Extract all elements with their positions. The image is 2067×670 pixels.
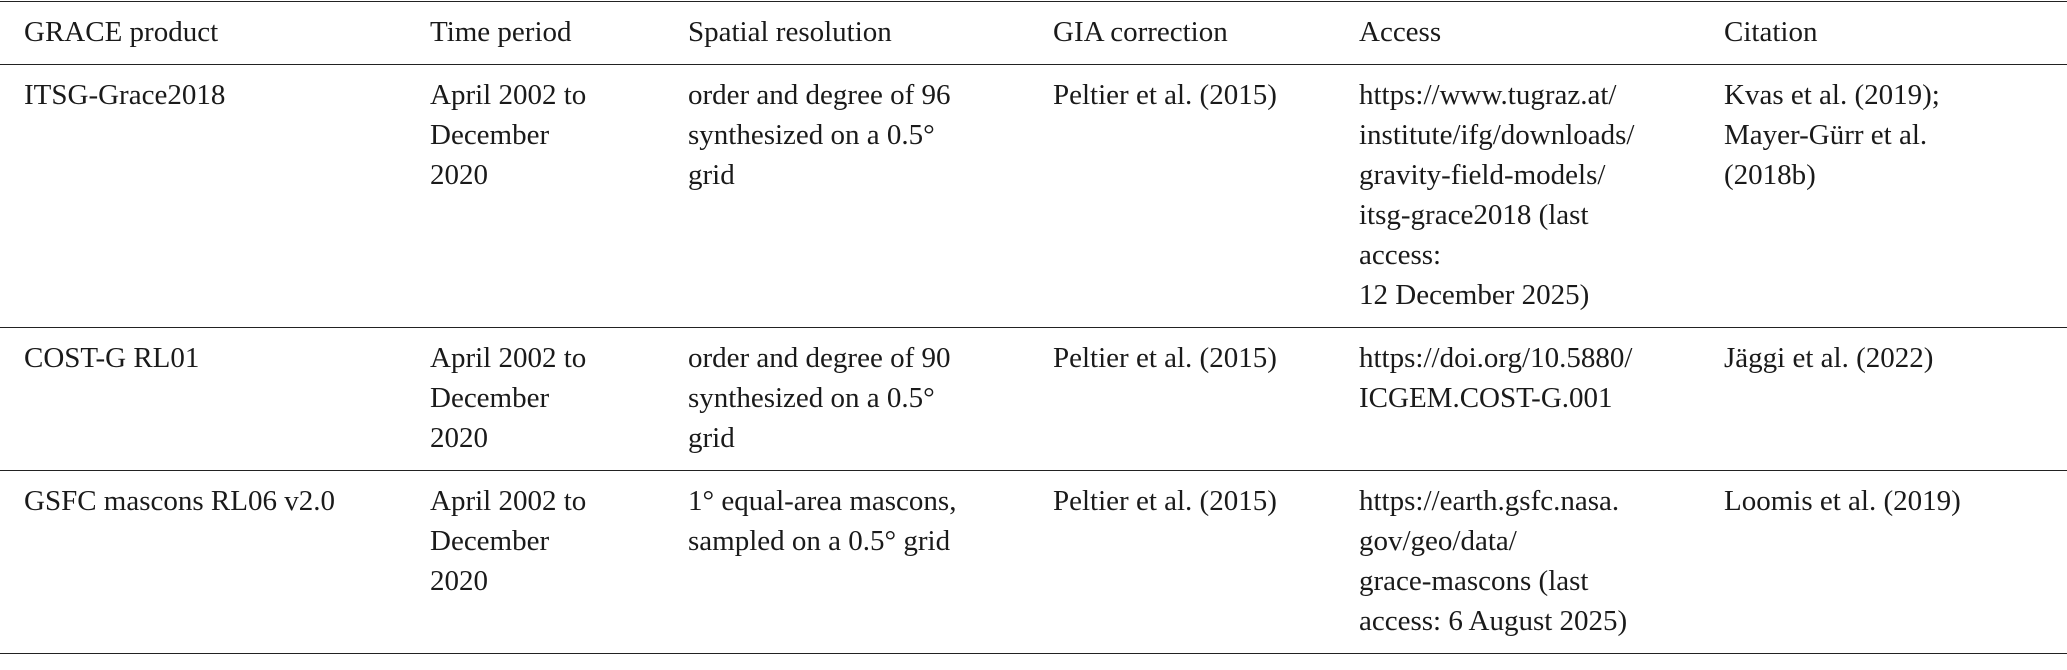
cell-line: access:	[1359, 239, 1442, 271]
table-cell: Kvas et al. (2019); Mayer-Gürr et al. (201…	[1724, 64, 2067, 328]
cell-line: ITSG-Grace2018	[24, 79, 226, 111]
cell-line: https://doi.org/10.5880/	[1359, 342, 1633, 374]
cell-line: 2020	[430, 565, 488, 597]
table-cell: https://www.tugraz.at/institute/ifg/down…	[1359, 64, 1724, 328]
data-table: GRACE product Time period Spatial resoluti…	[0, 1, 2067, 654]
cell-line: Mayer-Gürr et al.	[1724, 119, 1928, 151]
cell-line: 1° equal-area mascons,	[688, 485, 957, 517]
cell-line: grid	[688, 159, 735, 191]
table-row: COST-G RL01 April 2002 to December 2020 orde…	[0, 327, 2067, 471]
cell-line: Peltier et al. (2015)	[1053, 485, 1277, 517]
cell-line: 12 December 2025)	[1359, 279, 1590, 311]
cell-line: Loomis et al. (2019)	[1724, 485, 1961, 517]
cell-line: gravity-field-models/	[1359, 159, 1606, 191]
table-cell: Jäggi et al. (2022)	[1724, 327, 2067, 471]
cell-line: December	[430, 119, 550, 151]
header-cell: Time period	[430, 1, 688, 65]
cell-line: December	[430, 525, 550, 557]
cell-line: 2020	[430, 159, 488, 191]
cell-line: April 2002 to	[430, 342, 587, 374]
cell-line: (2018b)	[1724, 159, 1816, 191]
header-cell: Access	[1359, 1, 1724, 65]
cell-line: Jäggi et al. (2022)	[1724, 342, 1934, 374]
cell-line: December	[430, 382, 550, 414]
cell-line: https://www.tugraz.at/	[1359, 79, 1617, 111]
table-cell: Peltier et al. (2015)	[1053, 327, 1359, 471]
cell-line: Kvas et al. (2019);	[1724, 79, 1940, 111]
table-cell: order and degree of 96 synthesized on a 0…	[688, 64, 1053, 328]
cell-line: Peltier et al. (2015)	[1053, 342, 1277, 374]
cell-line: synthesized on a 0.5°	[688, 119, 935, 151]
cell-line: gov/geo/data/	[1359, 525, 1517, 557]
header-cell: Spatial resolution	[688, 1, 1053, 65]
cell-line: https://earth.gsfc.nasa.	[1359, 485, 1620, 517]
table-cell: https://doi.org/10.5880/ICGEM.COST-G.001	[1359, 327, 1724, 471]
table-cell: order and degree of 90 synthesized on a 0…	[688, 327, 1053, 471]
table-cell: https://earth.gsfc.nasa. gov/geo/data/gra…	[1359, 470, 1724, 654]
table-row: GSFC mascons RL06 v2.0 April 2002 to Decem…	[0, 470, 2067, 654]
cell-line: access: 6 August 2025)	[1359, 605, 1628, 637]
header-cell: Citation	[1724, 1, 2067, 65]
table-cell: 1° equal-area mascons, sampled on a 0.5° …	[688, 470, 1053, 654]
table-cell: Loomis et al. (2019)	[1724, 470, 2067, 654]
table-row: ITSG-Grace2018 April 2002 to December 2020 o…	[0, 64, 2067, 328]
cell-line: order and degree of 90	[688, 342, 951, 374]
table-cell: Peltier et al. (2015)	[1053, 64, 1359, 328]
table-cell: GSFC mascons RL06 v2.0	[0, 470, 430, 654]
table-cell: COST-G RL01	[0, 327, 430, 471]
cell-line: Peltier et al. (2015)	[1053, 79, 1277, 111]
table-cell: ITSG-Grace2018	[0, 64, 430, 328]
table-cell: April 2002 to December 2020	[430, 327, 688, 471]
table-cell: Peltier et al. (2015)	[1053, 470, 1359, 654]
cell-line: synthesized on a 0.5°	[688, 382, 935, 414]
cell-line: institute/ifg/downloads/	[1359, 119, 1635, 151]
cell-line: order and degree of 96	[688, 79, 951, 111]
cell-line: April 2002 to	[430, 485, 587, 517]
cell-line: ICGEM.COST-G.001	[1359, 382, 1613, 414]
cell-line: grace-mascons (last	[1359, 565, 1589, 597]
cell-line: 2020	[430, 422, 488, 454]
header-cell: GRACE product	[0, 1, 430, 65]
cell-line: grid	[688, 422, 735, 454]
cell-line: COST-G RL01	[24, 342, 200, 374]
table-body: ITSG-Grace2018 April 2002 to December 2020 o…	[0, 64, 2067, 654]
cell-line: GSFC mascons RL06 v2.0	[24, 485, 335, 517]
header-cell: GIA correction	[1053, 1, 1359, 65]
table-cell: April 2002 to December 2020	[430, 64, 688, 328]
cell-line: April 2002 to	[430, 79, 587, 111]
cell-line: sampled on a 0.5° grid	[688, 525, 951, 557]
cell-line: itsg-grace2018 (last	[1359, 199, 1589, 231]
header-row: GRACE product Time period Spatial resoluti…	[0, 1, 2067, 65]
table-cell: April 2002 to December 2020	[430, 470, 688, 654]
